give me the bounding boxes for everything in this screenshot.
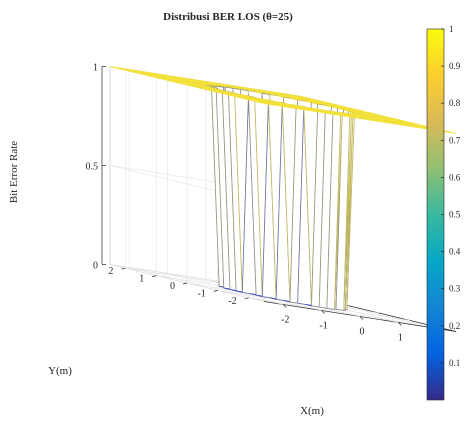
colorbar-tick-label: 0.1 [449,358,460,368]
x-tick [282,304,287,308]
colorbar-tick-label: 0.7 [449,135,461,145]
y-tick [244,297,249,300]
y-tick [213,290,218,292]
colorbar-tick-label: 0.4 [449,247,461,257]
colorbar-tick-label: 0.2 [449,321,460,331]
chart-title: Distribusi BER LOS (θ=25) [163,11,293,23]
z-tick-label: 0 [93,261,98,272]
y-tick [121,267,126,270]
colorbar-tick-label: 0.3 [449,284,461,294]
x-tick-label: -2 [281,315,289,326]
surface-mesh [109,66,457,311]
x-tick-label: -1 [319,321,327,332]
colorbar-tick-label: 0.9 [449,61,461,71]
y-tick-label: 2 [108,266,113,277]
y-axis-label: Y(m) [48,365,72,377]
x-tick-label: 0 [360,327,365,338]
colorbar-ticks: 0.1 0.2 0.3 0.4 0.5 0.6 0.7 0.8 0.9 1 [441,24,461,368]
colorbar-tick-label: 1 [449,24,454,34]
y-tick [182,282,188,285]
colorbar-tick-label: 0.6 [449,172,461,182]
z-axis-label: Bit Error Rate [8,141,20,203]
y-tick-label: 0 [170,281,175,292]
y-tick-label: -2 [228,296,236,307]
z-tick-label: 1 [93,63,98,74]
x-tick-label: 1 [398,333,403,344]
x-axis-label: X(m) [300,405,324,417]
y-tick-label: 1 [139,274,144,285]
x-tick [398,322,402,326]
x-tick [321,310,325,314]
z-tick-label: 0.5 [86,162,99,173]
colorbar-tick-label: 0.5 [449,210,461,220]
y-tick-label: -1 [197,288,205,299]
colorbar-tick-label: 0.8 [449,98,461,108]
y-tick [152,275,157,277]
x-tick [359,316,364,320]
